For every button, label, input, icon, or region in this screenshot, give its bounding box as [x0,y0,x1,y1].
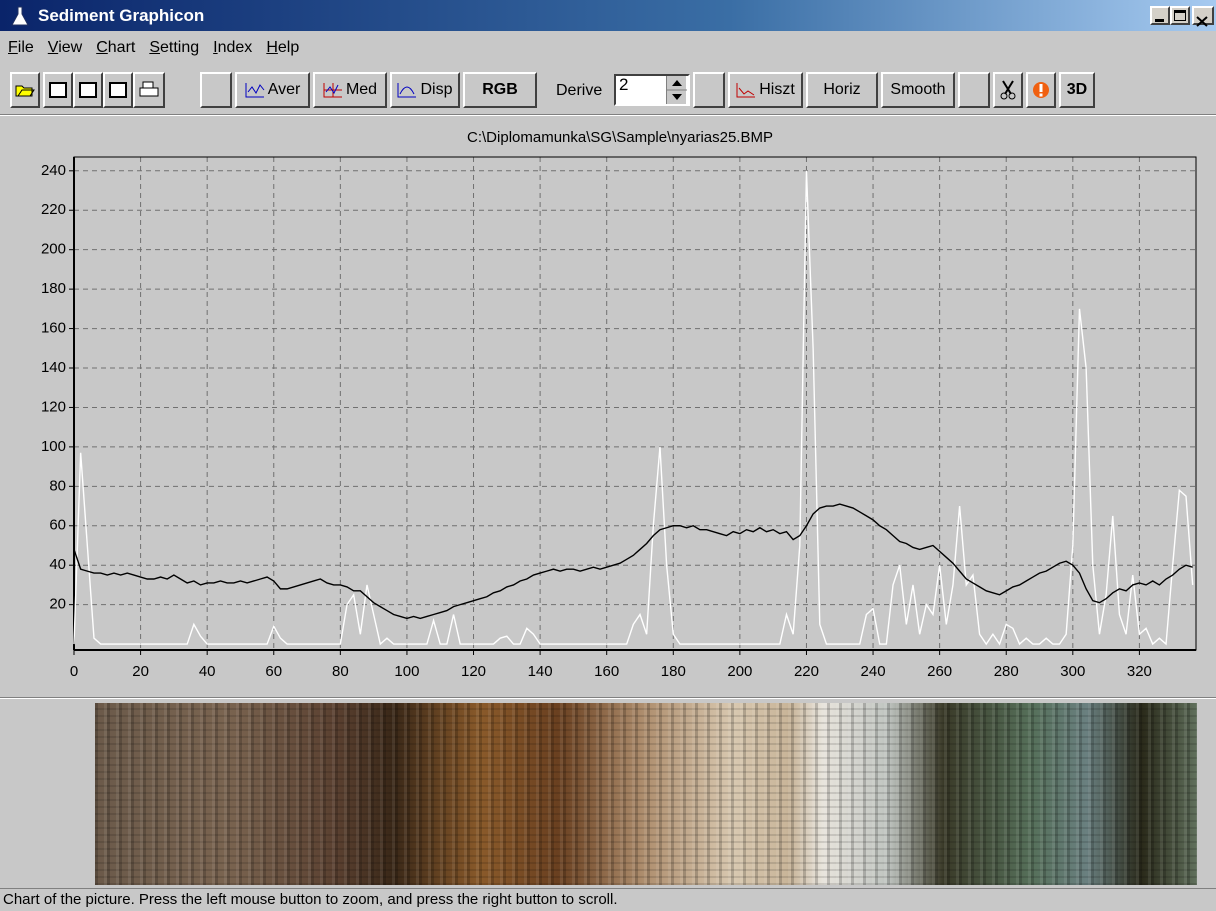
x-tick-label: 80 [332,663,349,680]
rgb-button[interactable]: RGB [463,72,537,108]
button-label: 3D [1067,81,1087,99]
x-tick-label: 0 [70,663,78,680]
x-tick-label: 200 [727,663,752,680]
app-icon [10,5,30,27]
y-tick-label: 100 [41,438,66,455]
button-label: Horiz [823,81,860,99]
derive-spinbox[interactable]: 2 [614,74,690,106]
y-tick-label: 200 [41,241,66,258]
blank-button[interactable] [200,72,232,108]
window-title: Sediment Graphicon [38,6,204,25]
y-tick-label: 20 [49,596,66,613]
menu-item[interactable]: Index [213,33,252,63]
y-tick-label: 240 [41,162,66,179]
minimize-button[interactable] [1150,6,1170,25]
menu-item[interactable]: Chart [96,33,135,63]
smooth-button[interactable]: Smooth [881,72,955,108]
y-tick-label: 60 [49,517,66,534]
x-tick-label: 120 [461,663,486,680]
hiszt-button[interactable]: Hiszt [728,72,803,108]
x-tick-label: 40 [199,663,216,680]
aver-button[interactable]: Aver [235,72,310,108]
x-tick-label: 140 [528,663,553,680]
menu-item[interactable]: Setting [149,33,199,63]
menu-item[interactable]: File [8,33,34,63]
plot-frame [74,157,1196,650]
status-text: Chart of the picture. Press the left mou… [3,891,618,908]
x-tick-label: 300 [1060,663,1085,680]
cut-button[interactable] [993,72,1023,108]
x-tick-label: 180 [661,663,686,680]
y-tick-label: 160 [41,320,66,337]
y-tick-label: 180 [41,280,66,297]
menu-item[interactable]: View [48,33,82,63]
x-tick-label: 320 [1127,663,1152,680]
close-button[interactable] [1192,6,1214,25]
button-label: Aver [268,81,301,99]
chart: C:\Diplomamunka\SG\Sample\nyarias25.BMP … [0,116,1216,696]
button-label: Med [346,81,377,99]
save-chart-button[interactable] [103,72,133,108]
y-tick-label: 220 [41,201,66,218]
x-tick-label: 160 [594,663,619,680]
save-as-button[interactable] [73,72,103,108]
y-tick-label: 120 [41,398,66,415]
med-button[interactable]: Med [313,72,387,108]
x-tick-label: 100 [394,663,419,680]
x-tick-label: 220 [794,663,819,680]
chart-title: C:\Diplomamunka\SG\Sample\nyarias25.BMP [467,129,773,146]
save-button[interactable] [43,72,73,108]
disp-button[interactable]: Disp [390,72,460,108]
button-label: Smooth [890,81,945,99]
x-tick-label: 260 [927,663,952,680]
derive-label: Derive [556,82,602,100]
x-tick-label: 60 [265,663,282,680]
maximize-button[interactable] [1170,6,1190,25]
window: Sediment Graphicon File View Chart Setting I… [0,0,1216,911]
status-bar: Chart of the picture. Press the left mou… [0,888,1216,911]
x-tick-label: 240 [861,663,886,680]
menu-item[interactable]: Help [266,33,299,63]
info-button[interactable] [1026,72,1056,108]
menu-bar: File View Chart Setting Index Help [0,33,1216,63]
y-tick-label: 80 [49,477,66,494]
spin-value: 2 [619,75,628,94]
print-button[interactable] [133,72,165,108]
horiz-button[interactable]: Horiz [806,72,878,108]
blank-button[interactable] [958,72,990,108]
button-label: Hiszt [759,81,795,99]
blank-button[interactable] [693,72,725,108]
3d-button[interactable]: 3D [1059,72,1095,108]
open-button[interactable] [10,72,40,108]
separator [0,697,1216,699]
button-label: RGB [482,81,518,99]
sediment-image [95,703,1197,885]
button-label: Disp [420,81,452,99]
series-line [74,504,1193,618]
x-tick-label: 20 [132,663,149,680]
y-tick-label: 140 [41,359,66,376]
spin-arrows[interactable] [666,76,686,104]
y-tick-label: 40 [49,556,66,573]
title-bar: Sediment Graphicon [0,0,1216,31]
x-tick-label: 280 [994,663,1019,680]
